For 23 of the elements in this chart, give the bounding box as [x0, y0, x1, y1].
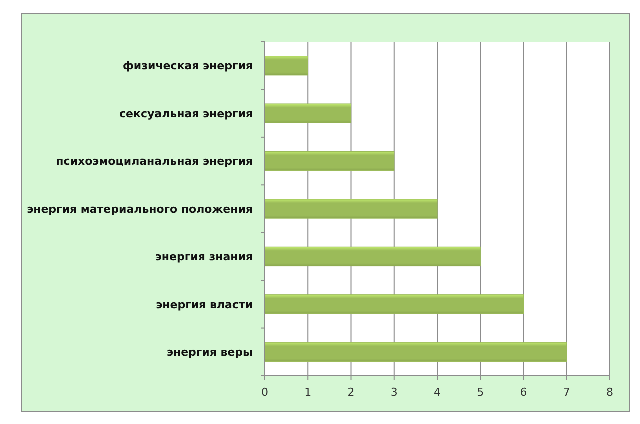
y-tick-label: энергия материального положения — [27, 202, 253, 216]
x-tick-label: 3 — [390, 386, 398, 399]
bar — [264, 56, 308, 76]
bar — [264, 104, 352, 124]
bar — [264, 199, 438, 219]
y-tick-label: энергия веры — [166, 346, 254, 359]
bar — [264, 246, 481, 267]
y-tick-label: психоэмоциланальная энергия — [56, 155, 253, 168]
x-tick-label: 8 — [606, 386, 614, 399]
y-tick-label: физическая энергия — [122, 60, 253, 73]
y-tick-label: энергия знания — [155, 250, 253, 264]
x-tick-label: 1 — [304, 386, 312, 399]
x-tick-label: 5 — [477, 386, 484, 399]
x-tick-label: 2 — [348, 386, 355, 399]
bar — [264, 294, 524, 314]
x-tick-label: 0 — [262, 386, 268, 399]
bar — [264, 151, 395, 172]
y-tick-label: сексуальная энергия — [120, 107, 253, 120]
bar — [264, 342, 568, 362]
x-tick-label: 4 — [434, 386, 441, 399]
x-tick-label: 7 — [563, 386, 570, 399]
x-tick-label: 6 — [520, 386, 528, 399]
y-tick-label: энергия власти — [156, 298, 253, 312]
